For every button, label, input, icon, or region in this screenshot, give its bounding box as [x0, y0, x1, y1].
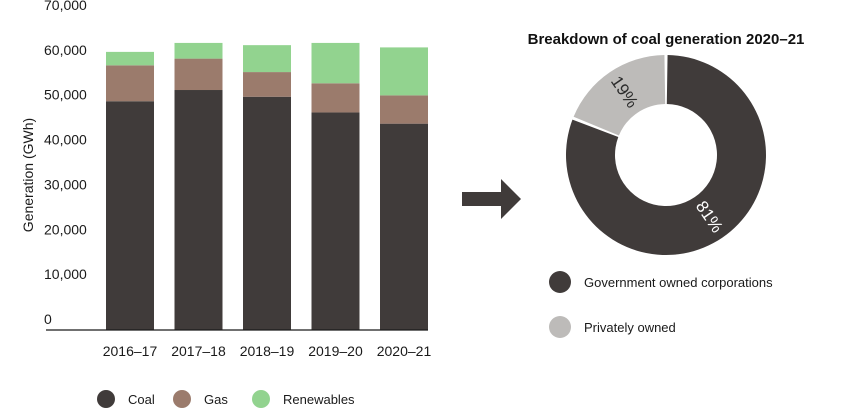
donut-legend-swatch	[549, 316, 571, 338]
x-category-label: 2016–17	[103, 343, 158, 359]
bar-coal	[174, 90, 223, 330]
bar-coal	[311, 112, 360, 330]
x-axis-categories: 2016–17 2017–18 2018–19 2019–20 2020–21	[103, 343, 432, 359]
legend-swatch-renewables	[252, 390, 270, 408]
bar-coal	[106, 101, 154, 330]
donut-legend-label: Privately owned	[584, 320, 676, 335]
bar-gas	[106, 65, 154, 102]
y-tick-label: 20,000	[44, 221, 87, 237]
donut-chart: Breakdown of coal generation 2020–21 81%…	[528, 31, 805, 338]
donut-legend-swatch	[549, 271, 571, 293]
y-tick-label: 0	[44, 311, 52, 327]
donut-legend: Government owned corporations Privately o…	[549, 271, 773, 338]
bar-gas	[380, 95, 428, 124]
x-category-label: 2019–20	[308, 343, 363, 359]
y-axis-ticks: 0 10,000 20,000 30,000 40,000 50,000 60,000 70,…	[44, 0, 87, 327]
y-tick-label: 70,000	[44, 0, 87, 13]
donut-slice-government	[565, 55, 766, 255]
y-tick-label: 10,000	[44, 266, 87, 282]
legend-swatch-gas	[173, 390, 191, 408]
bar-gas	[174, 58, 223, 91]
y-tick-label: 40,000	[44, 132, 87, 148]
bar-renewables	[106, 51, 154, 66]
legend-label: Renewables	[283, 392, 355, 407]
donut-slice-private	[573, 55, 666, 136]
bar-coal	[380, 123, 428, 331]
bar-renewables	[174, 42, 223, 59]
y-axis-title: Generation (GWh)	[20, 118, 36, 232]
bar-gas	[243, 72, 291, 97]
legend-swatch-coal	[97, 390, 115, 408]
bar-gas	[311, 83, 360, 113]
donut-slices	[565, 55, 766, 255]
legend-label: Gas	[204, 392, 228, 407]
y-tick-label: 30,000	[44, 176, 87, 192]
x-category-label: 2017–18	[171, 343, 226, 359]
stacked-bar-chart: Generation (GWh) 0 10,000 20,000 30,000 40,0…	[20, 0, 431, 408]
y-tick-label: 50,000	[44, 87, 87, 103]
bars	[106, 42, 428, 331]
bar-renewables	[311, 42, 360, 84]
x-category-label: 2018–19	[240, 343, 295, 359]
bar-renewables	[243, 45, 291, 73]
bar-coal	[243, 96, 291, 330]
x-category-label: 2020–21	[377, 343, 432, 359]
bar-legend: Coal Gas Renewables	[97, 390, 355, 408]
donut-title: Breakdown of coal generation 2020–21	[528, 31, 805, 48]
legend-label: Coal	[128, 392, 155, 407]
donut-legend-label: Government owned corporations	[584, 275, 773, 290]
right-arrow-icon	[462, 179, 521, 219]
bar-renewables	[380, 47, 428, 96]
y-tick-label: 60,000	[44, 42, 87, 58]
